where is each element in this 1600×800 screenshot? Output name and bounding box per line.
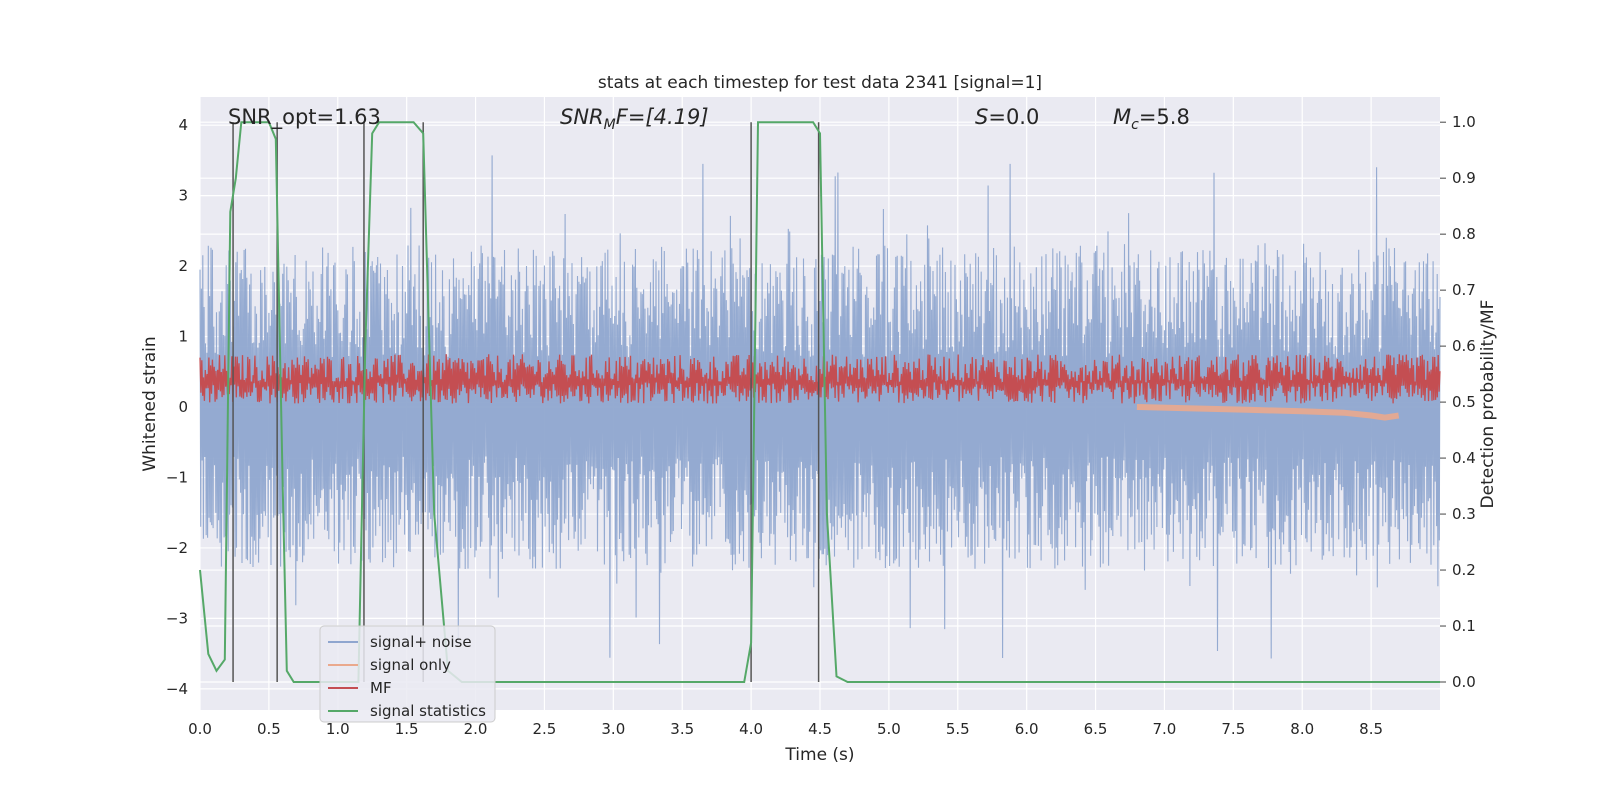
y-tick-label: 1 — [178, 328, 188, 346]
right-tick-label: 0.0 — [1452, 673, 1476, 691]
y-axis-label: Whitened strain — [140, 336, 160, 471]
x-tick-label: 2.0 — [464, 720, 488, 738]
right-axis-label: Detection probability/MF — [1478, 300, 1498, 509]
signal-noise-line — [199, 155, 1441, 659]
x-tick-label: 6.5 — [1084, 720, 1108, 738]
y-tick-label: 3 — [178, 187, 188, 205]
x-tick-label: 3.0 — [601, 720, 625, 738]
legend-label: signal statistics — [370, 702, 486, 720]
data-traces — [199, 121, 1441, 683]
right-tick-label: 0.4 — [1452, 449, 1476, 467]
right-tick-label: 0.3 — [1452, 505, 1476, 523]
right-tick-label: 0.1 — [1452, 617, 1476, 635]
x-tick-label: 4.0 — [739, 720, 763, 738]
right-tick-label: 0.6 — [1452, 337, 1476, 355]
x-tick-label: 7.5 — [1221, 720, 1245, 738]
x-axis-label: Time (s) — [784, 745, 854, 765]
x-axis-ticks: 0.0 0.5 1.0 1.5 2.0 2.5 3.0 3.5 4.0 4.5 5.0 5.5 6.0 6… — [188, 720, 1383, 738]
snr-opt-annotation: SNR_opt=1.63 — [228, 105, 381, 130]
y-tick-label: −3 — [166, 609, 188, 627]
x-tick-label: 0.5 — [257, 720, 281, 738]
x-tick-label: 5.5 — [946, 720, 970, 738]
y-tick-label: 4 — [178, 116, 188, 134]
x-tick-label: 0.0 — [188, 720, 212, 738]
right-tick-label: 0.7 — [1452, 281, 1476, 299]
y-tick-label: 2 — [178, 257, 188, 275]
legend: signal+ noise signal only MF signal statist… — [319, 625, 496, 723]
snr-mf-annotation: SNRMF=[4.19] — [560, 105, 709, 133]
x-tick-label: 8.5 — [1359, 720, 1383, 738]
y-tick-label: −1 — [166, 468, 188, 486]
snr-mf-subscript: M — [604, 117, 616, 133]
x-tick-label: 8.0 — [1290, 720, 1314, 738]
mc-main: M — [1113, 105, 1131, 129]
x-tick-label: 5.0 — [877, 720, 901, 738]
s-rest: =0.0 — [988, 105, 1039, 129]
x-tick-label: 1.0 — [326, 720, 350, 738]
mc-rest: =5.8 — [1139, 105, 1190, 129]
y-tick-label: −4 — [166, 680, 188, 698]
right-tick-label: 0.9 — [1452, 169, 1476, 187]
x-tick-label: 4.5 — [808, 720, 832, 738]
chart-title: stats at each timestep for test data 234… — [598, 73, 1042, 93]
x-tick-label: 6.0 — [1015, 720, 1039, 738]
right-axis-ticks: 1.0 0.9 0.8 0.7 0.6 0.5 0.4 0.3 0.2 0.1 0.0 — [1440, 113, 1476, 691]
y-axis-ticks: 4 3 2 1 0 −1 −2 −3 −4 — [166, 116, 188, 698]
s-annotation: S=0.0 — [975, 105, 1039, 129]
signal-only-line — [1136, 404, 1400, 421]
right-tick-label: 0.8 — [1452, 225, 1476, 243]
legend-label: signal+ noise — [370, 633, 472, 651]
signal-statistics-line — [199, 121, 1440, 683]
right-tick-label: 0.2 — [1452, 561, 1476, 579]
y-tick-label: 0 — [178, 398, 188, 416]
x-tick-label: 1.5 — [395, 720, 419, 738]
mc-annotation: Mc=5.8 — [1113, 105, 1190, 133]
snr-mf-main: SNR — [560, 105, 604, 129]
mc-subscript: c — [1131, 117, 1139, 133]
x-tick-label: 7.0 — [1153, 720, 1177, 738]
x-tick-label: 3.5 — [670, 720, 694, 738]
legend-label: MF — [370, 679, 392, 697]
y-tick-label: −2 — [166, 539, 188, 557]
s-main: S — [975, 105, 988, 129]
x-tick-label: 2.5 — [533, 720, 557, 738]
mf-line — [199, 354, 1441, 404]
right-tick-label: 0.5 — [1452, 393, 1476, 411]
snr-mf-rest: F=[4.19] — [616, 105, 709, 129]
right-tick-label: 1.0 — [1452, 113, 1476, 131]
legend-frame — [319, 625, 496, 723]
legend-label: signal only — [370, 656, 451, 674]
